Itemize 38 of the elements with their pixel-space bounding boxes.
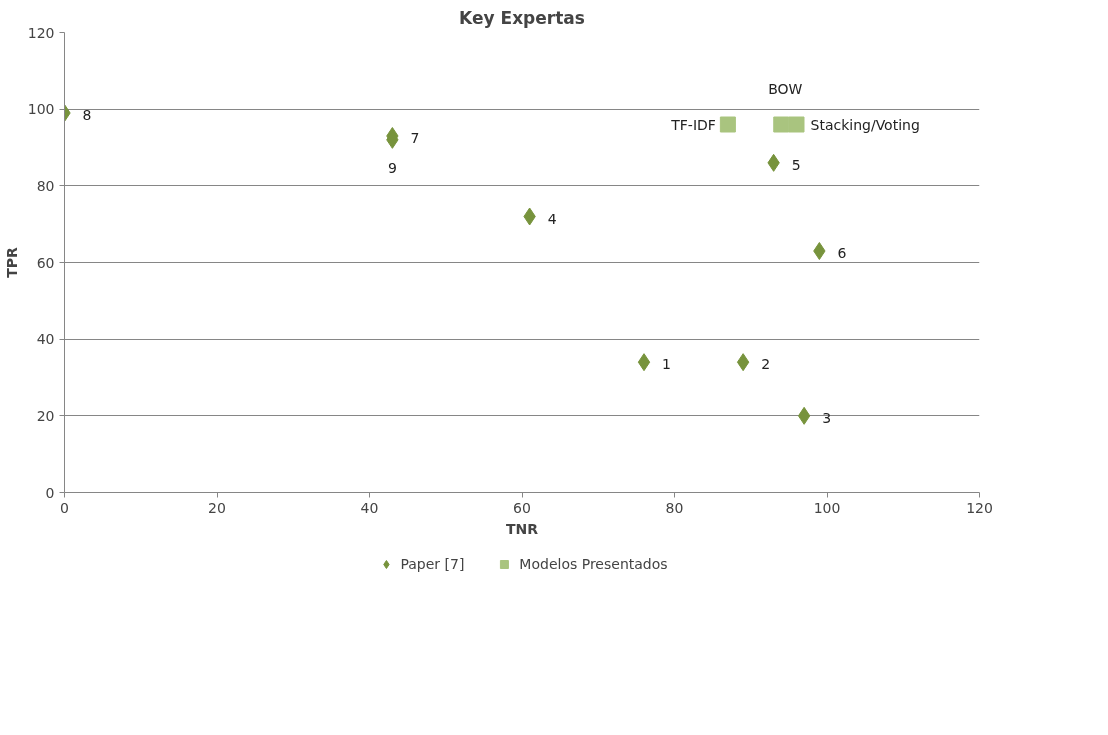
annotation: 1 [662,356,671,373]
chart-title: Key Expertas [459,7,585,28]
annotation: 5 [791,156,801,173]
x-tick-label: 100 [813,499,841,516]
annotation: 2 [761,356,771,373]
annotation: 9 [387,159,397,176]
y-tick-label: 80 [36,177,55,194]
x-axis-title: TNR [505,520,539,537]
y-tick-label: 20 [36,407,55,424]
point [788,116,805,133]
annotation: 8 [82,107,92,123]
annotation: 3 [822,409,832,426]
y-axis-title: TPR [3,246,20,278]
y-tick-label: 0 [45,484,55,501]
point [736,353,750,372]
point [797,406,811,425]
x-tick-label: 120 [966,499,993,516]
y-tick-label: 40 [36,331,55,348]
annotation: BOW [768,80,803,97]
point [719,116,736,133]
annotation: Stacking/Voting [810,116,920,133]
x-tick-label: 40 [360,499,379,516]
x-tick-label: 60 [513,499,531,516]
annotation: 6 [837,245,847,261]
y-tick-label: 60 [36,254,55,271]
y-tick-label: 120 [27,24,55,41]
x-tick-label: 0 [60,499,69,516]
point [637,353,651,372]
point [773,116,790,133]
legend-label: Paper [7] [400,556,465,572]
x-tick-label: 80 [665,499,684,516]
point [813,242,826,260]
x-tick-label: 20 [208,499,226,516]
annotation: 7 [410,130,420,146]
legend-label: Modelos Presentados [519,556,668,572]
y-tick-label: 100 [27,101,55,118]
annotation: TF-IDF [670,116,716,133]
annotation: 4 [547,210,557,227]
